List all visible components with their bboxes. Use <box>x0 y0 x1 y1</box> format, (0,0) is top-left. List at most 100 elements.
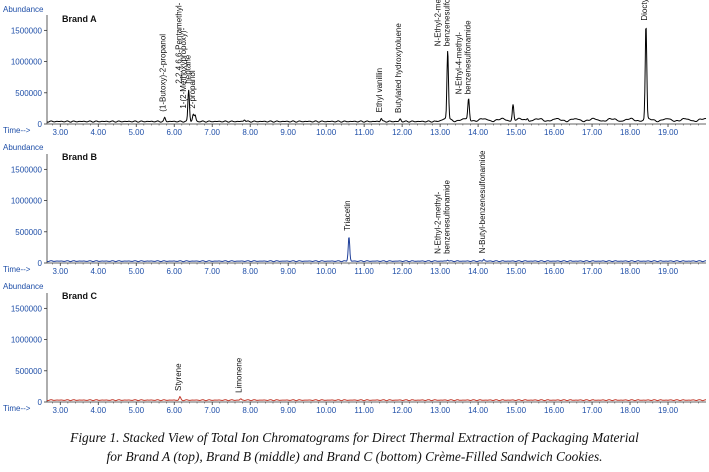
x-tick-label: 8.00 <box>242 406 258 415</box>
tic-trace <box>46 396 706 402</box>
peak-label: 1-(2-Methoxypropoxy)- 2-propanol <box>179 27 197 108</box>
peak-label-text: 2-propanol <box>188 70 197 108</box>
peak-label-text: Styrene <box>174 363 183 391</box>
x-tick-label: 7.00 <box>204 267 220 276</box>
peak-label-text: Ethyl vanillin <box>375 68 384 112</box>
x-tick-label: 4.00 <box>90 128 106 137</box>
x-tick-label: 9.00 <box>280 128 296 137</box>
x-tick-label: 14.00 <box>468 267 489 276</box>
y-tick-label: 500000 <box>15 89 42 98</box>
x-tick-label: 6.00 <box>166 267 182 276</box>
peak-label: Ethyl vanillin <box>375 68 384 112</box>
x-tick-label: 19.00 <box>658 267 679 276</box>
x-tick-label: 17.00 <box>582 128 603 137</box>
x-tick-label: 11.00 <box>354 128 374 137</box>
x-tick-label: 3.00 <box>53 267 69 276</box>
peak-label-text: Dioctyl adipate <box>640 0 649 21</box>
x-tick-label: 16.00 <box>544 128 565 137</box>
x-tick-label: 13.00 <box>430 128 451 137</box>
x-tick-label: 15.00 <box>506 406 527 415</box>
y-axis-title: Abundance <box>3 5 44 14</box>
peak-label: Triacetin <box>343 200 352 230</box>
peak-label: Limonene <box>235 357 244 393</box>
peak-label: 2,2,4,6,6-Pentamethyl-heptane <box>175 2 193 83</box>
x-tick-label: 17.00 <box>582 406 603 415</box>
peak-label: N-Butyl-benzenesulfonamide <box>478 150 487 253</box>
x-tick-label: 12.00 <box>392 267 413 276</box>
peak-label-text: 1-(2-Methoxypropoxy)- <box>179 27 188 108</box>
x-tick-label: 9.00 <box>280 406 296 415</box>
peak-label-text: Triacetin <box>343 200 352 230</box>
chromatogram-figure: Abundance Brand A 0 500000 1000000 1500000 Tim… <box>3 0 707 415</box>
peak-label-text: heptane <box>184 54 193 83</box>
x-tick-label: 11.00 <box>354 406 374 415</box>
x-tick-label: 5.00 <box>128 406 144 415</box>
y-axis-title: Abundance <box>3 143 44 152</box>
x-tick-label: 14.00 <box>468 128 489 137</box>
x-tick-label: 8.00 <box>242 267 258 276</box>
peak-label-text: (1-Butoxy)-2-propanol <box>159 34 168 112</box>
y-tick-label: 1500000 <box>11 304 43 313</box>
x-tick-label: 3.00 <box>53 128 69 137</box>
peak-label-text: N-Ethyl-2-methyl- <box>434 0 443 46</box>
x-tick-label: 15.00 <box>506 267 527 276</box>
peak-label: N-Ethyl-2-methyl-benzenesulfonamide <box>434 0 452 46</box>
figure-caption: Figure 1. Stacked View of Total Ion Chro… <box>0 428 709 466</box>
panel-label: Brand A <box>62 14 97 24</box>
y-tick-label: 0 <box>38 398 43 407</box>
panel-1: Abundance Brand A 0 500000 1000000 1500000 Tim… <box>3 0 707 137</box>
panel-2: Abundance Brand B 0 500000 1000000 1500000 Tim… <box>3 143 706 276</box>
x-tick-label: 17.00 <box>582 267 603 276</box>
x-tick-label: 16.00 <box>544 406 565 415</box>
x-tick-label: 13.00 <box>430 267 451 276</box>
x-tick-label: 14.00 <box>468 406 489 415</box>
y-tick-label: 1000000 <box>11 58 43 67</box>
peak-label-text: benzenesulfonamide <box>443 0 452 46</box>
caption-line-1: Figure 1. Stacked View of Total Ion Chro… <box>70 430 639 445</box>
peak-label: (1-Butoxy)-2-propanol <box>159 34 168 112</box>
tic-trace <box>46 237 706 263</box>
x-tick-label: 18.00 <box>620 406 641 415</box>
peak-label-text: N-Butyl-benzenesulfonamide <box>478 150 487 253</box>
x-tick-label: 10.00 <box>316 267 337 276</box>
x-tick-label: 15.00 <box>506 128 527 137</box>
x-tick-label: 11.00 <box>354 267 374 276</box>
x-tick-label: 16.00 <box>544 267 565 276</box>
y-tick-label: 0 <box>38 120 43 129</box>
x-tick-label: 19.00 <box>658 128 679 137</box>
x-tick-label: 4.00 <box>90 406 106 415</box>
peak-label-text: benzenesulfonamide <box>464 20 473 94</box>
peak-label-text: N-Ethyl-4-methyl- <box>455 32 464 95</box>
y-tick-label: 1500000 <box>11 165 43 174</box>
panel-label: Brand B <box>62 152 98 162</box>
x-tick-label: 5.00 <box>128 267 144 276</box>
peak-label-text: N-Ethyl-2-methyl- <box>434 191 443 254</box>
x-tick-label: 12.00 <box>392 128 413 137</box>
x-tick-label: 6.00 <box>166 406 182 415</box>
x-tick-label: 5.00 <box>128 128 144 137</box>
peak-label: Dioctyl adipate <box>640 0 649 21</box>
panel-3: Abundance Brand C 0 500000 1000000 1500000 Tim… <box>3 282 706 415</box>
x-tick-label: 6.00 <box>166 128 182 137</box>
y-tick-label: 0 <box>38 259 43 268</box>
x-tick-label: 3.00 <box>53 406 69 415</box>
caption-line-2: for Brand A (top), Brand B (middle) and … <box>106 449 603 464</box>
x-tick-label: 13.00 <box>430 406 451 415</box>
peak-label: Styrene <box>174 363 183 391</box>
x-axis-title: Time--> <box>3 126 31 135</box>
x-tick-label: 10.00 <box>316 128 337 137</box>
peak-label-text: benzenesulfonamide <box>443 179 452 253</box>
peak-label-text: 2,2,4,6,6-Pentamethyl- <box>175 2 184 83</box>
peak-label-text: Butylated hydroxytoluene <box>394 23 403 113</box>
x-tick-label: 19.00 <box>658 406 679 415</box>
y-tick-label: 1000000 <box>11 336 43 345</box>
x-tick-label: 7.00 <box>204 406 220 415</box>
peak-label: Butylated hydroxytoluene <box>394 23 403 113</box>
peak-label-text: Limonene <box>235 357 244 393</box>
y-tick-label: 1000000 <box>11 197 43 206</box>
x-tick-label: 12.00 <box>392 406 413 415</box>
tic-trace <box>46 27 707 123</box>
y-tick-label: 500000 <box>15 228 42 237</box>
x-tick-label: 8.00 <box>242 128 258 137</box>
x-axis-title: Time--> <box>3 404 31 413</box>
